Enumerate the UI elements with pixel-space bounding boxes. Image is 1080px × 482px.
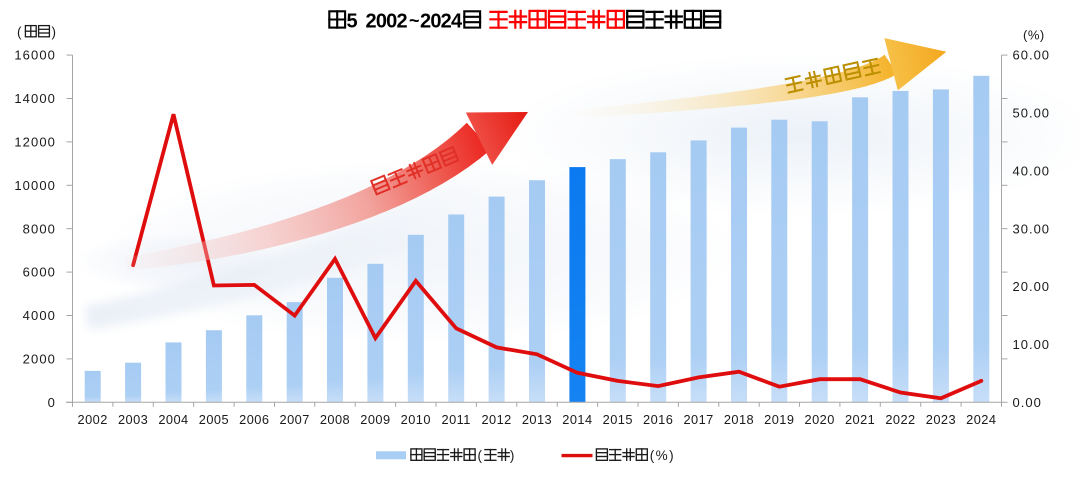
svg-text:2020: 2020 xyxy=(805,412,835,427)
svg-text:~: ~ xyxy=(409,10,420,30)
svg-text:2012: 2012 xyxy=(481,412,511,427)
svg-text:(%): (%) xyxy=(1023,28,1045,43)
svg-text:(: ( xyxy=(478,448,483,463)
svg-text:0: 0 xyxy=(48,395,56,410)
svg-text:2024: 2024 xyxy=(966,412,996,427)
svg-text:2014: 2014 xyxy=(562,412,592,427)
svg-text:2008: 2008 xyxy=(320,412,350,427)
svg-text:16000: 16000 xyxy=(14,48,56,63)
svg-text:10000: 10000 xyxy=(14,178,56,193)
svg-text:12000: 12000 xyxy=(14,135,56,150)
svg-text:2024: 2024 xyxy=(420,10,463,32)
svg-text:4000: 4000 xyxy=(23,308,56,323)
svg-text:2015: 2015 xyxy=(603,412,633,427)
svg-text:2004: 2004 xyxy=(158,412,188,427)
svg-text:6000: 6000 xyxy=(23,265,56,280)
svg-text:2017: 2017 xyxy=(683,412,713,427)
svg-text:60.00: 60.00 xyxy=(1013,48,1051,63)
svg-text:20.00: 20.00 xyxy=(1013,279,1051,294)
svg-text:50.00: 50.00 xyxy=(1013,106,1051,121)
svg-text:2000: 2000 xyxy=(23,352,56,367)
svg-text:2006: 2006 xyxy=(239,412,269,427)
svg-text:2010: 2010 xyxy=(401,412,431,427)
svg-text:(%): (%) xyxy=(650,448,676,463)
svg-text:2002: 2002 xyxy=(366,10,408,32)
svg-text:2005: 2005 xyxy=(199,412,229,427)
svg-text:2007: 2007 xyxy=(280,412,310,427)
svg-text:0.00: 0.00 xyxy=(1013,395,1042,410)
svg-text:2023: 2023 xyxy=(926,412,956,427)
svg-text:10.00: 10.00 xyxy=(1013,337,1051,352)
svg-text:40.00: 40.00 xyxy=(1013,163,1051,178)
svg-text:30.00: 30.00 xyxy=(1013,221,1051,236)
svg-text:2018: 2018 xyxy=(724,412,754,427)
svg-text:2019: 2019 xyxy=(764,412,794,427)
svg-text:2013: 2013 xyxy=(522,412,552,427)
svg-text:2021: 2021 xyxy=(845,412,875,427)
svg-text:): ) xyxy=(52,25,57,40)
svg-text:2009: 2009 xyxy=(360,412,390,427)
svg-text:2022: 2022 xyxy=(885,412,915,427)
svg-text:): ) xyxy=(510,448,515,463)
svg-text:2003: 2003 xyxy=(118,412,148,427)
svg-text:2002: 2002 xyxy=(78,412,108,427)
svg-text:5: 5 xyxy=(347,10,358,32)
svg-text:2011: 2011 xyxy=(442,412,471,427)
svg-text:14000: 14000 xyxy=(14,91,56,106)
svg-text:8000: 8000 xyxy=(23,221,56,236)
svg-text:(: ( xyxy=(17,25,22,40)
svg-text:2016: 2016 xyxy=(643,412,673,427)
